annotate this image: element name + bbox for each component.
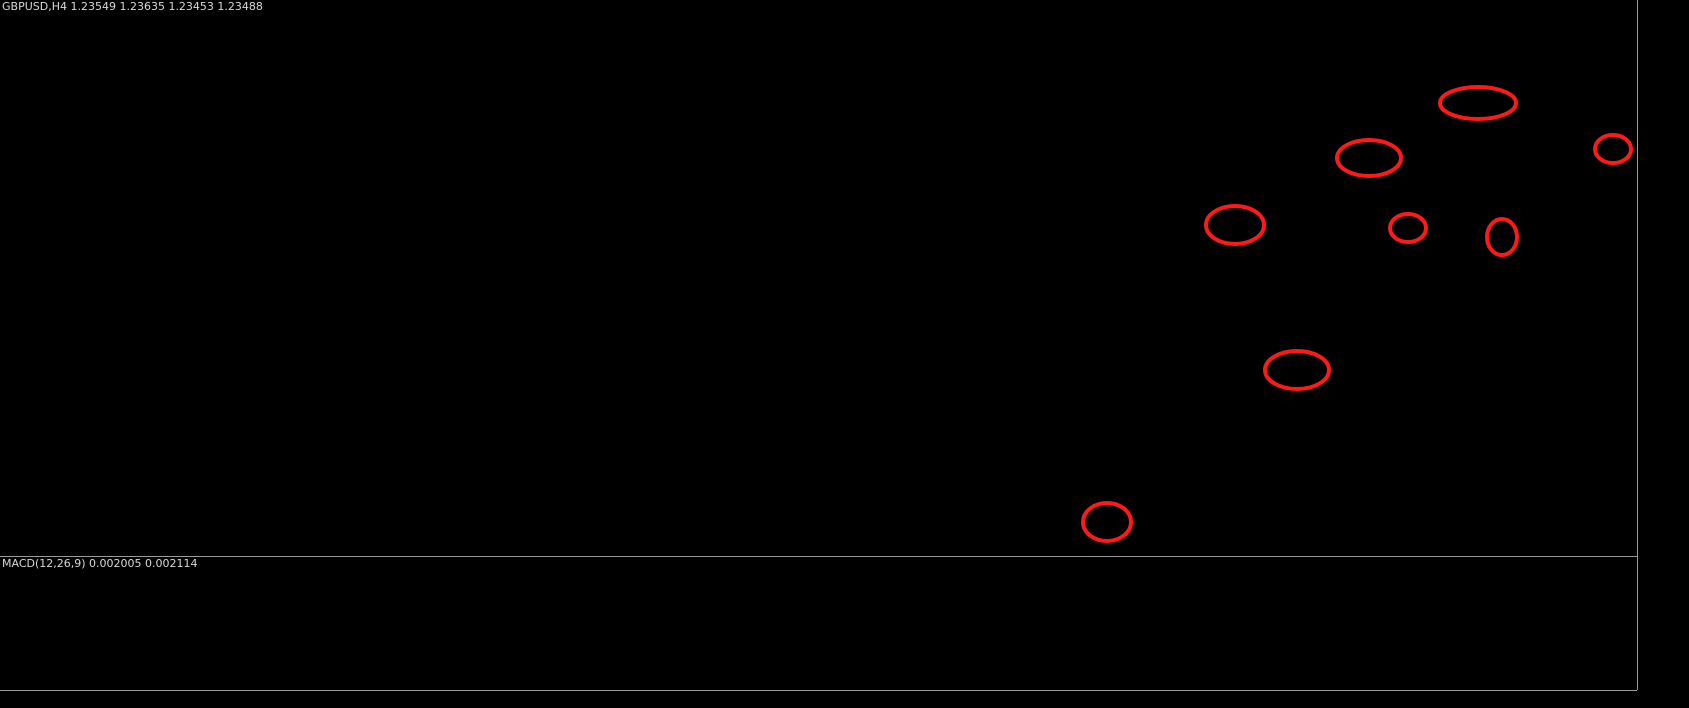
highlight-ellipse <box>1388 212 1428 244</box>
highlight-ellipse <box>1485 217 1519 257</box>
highlight-ellipse <box>1263 349 1331 391</box>
chart-title: GBPUSD,H4 1.23549 1.23635 1.23453 1.2348… <box>2 0 263 13</box>
highlight-ellipse <box>1081 501 1133 543</box>
highlight-ellipse <box>1438 85 1518 121</box>
macd-title: MACD(12,26,9) 0.002005 0.002114 <box>2 557 198 570</box>
highlight-ellipse <box>1335 138 1403 178</box>
labels: GBPUSD,H4 1.23549 1.23635 1.23453 1.2348… <box>2 0 263 570</box>
annotations <box>1081 85 1633 543</box>
highlight-ellipse <box>1204 204 1266 246</box>
highlight-ellipse <box>1593 133 1633 165</box>
